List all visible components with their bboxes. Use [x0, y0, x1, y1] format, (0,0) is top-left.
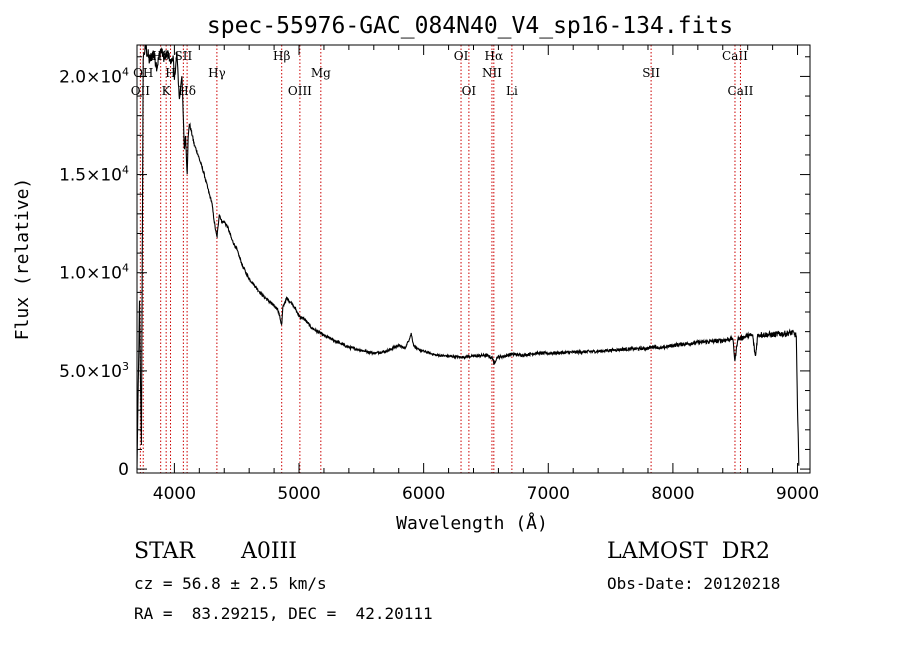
y-tick-label: 5.0×103 [59, 360, 129, 382]
line-marker-label: OIII [288, 84, 312, 98]
object-subclass: A0III [241, 539, 297, 564]
line-marker-label: CaII [728, 84, 754, 98]
plot-frame [136, 44, 811, 474]
y-tick-label: 1.5×104 [59, 164, 129, 186]
y-tick-label: 1.0×104 [59, 262, 129, 284]
line-marker-label: SII [642, 66, 660, 80]
y-axis-label: Flux (relative) [12, 178, 33, 341]
x-tick-label: 7000 [527, 484, 570, 504]
x-tick-label: 6000 [402, 484, 445, 504]
line-marker-label: H [165, 66, 175, 80]
x-tick-label: 5000 [277, 484, 320, 504]
line-marker-label: OI [462, 84, 477, 98]
x-tick-label: 9000 [776, 484, 819, 504]
line-marker-label: Li [506, 84, 518, 98]
line-marker-label: SII [175, 49, 193, 63]
x-tick-label: 4000 [153, 484, 196, 504]
spectrum-series [136, 44, 800, 470]
axis-ticks: 4000 5000 6000 7000 8000 9000 0 5.0×103 1.0×104 1… [59, 45, 819, 504]
x-axis-label: Wavelength (Å) [396, 512, 548, 534]
line-markers: OIIOHHδKHSIIHδHγHβOIIIMgOIOINIIHαLiSIICa… [131, 45, 754, 473]
obs-date-text: Obs-Date: 20120218 [607, 574, 781, 593]
object-type: STAR [134, 539, 195, 564]
x-tick-label: 8000 [651, 484, 694, 504]
y-tick-label: 2.0×104 [59, 65, 129, 87]
redshift-text: cz = 56.8 ± 2.5 km/s [134, 574, 327, 593]
chart-title: spec-55976-GAC_084N40_V4_sp16-134.fits [207, 13, 733, 39]
line-marker-label: CaII [722, 49, 748, 63]
survey-name: LAMOST DR2 [607, 539, 770, 564]
line-marker-label: OI [454, 49, 469, 63]
line-marker-label: NII [482, 66, 502, 80]
spectrum-line [136, 44, 800, 470]
line-marker-label: OII [131, 84, 151, 98]
line-marker-label: Hβ [273, 49, 290, 63]
y-tick-label: 0 [118, 460, 129, 480]
line-marker-label: Hα [485, 49, 504, 63]
line-marker-label: Hγ [208, 66, 226, 80]
coords-text: RA = 83.29215, DEC = 42.20111 [134, 604, 433, 623]
line-marker-label: Mg [311, 66, 331, 80]
line-marker-label: K [162, 84, 172, 98]
